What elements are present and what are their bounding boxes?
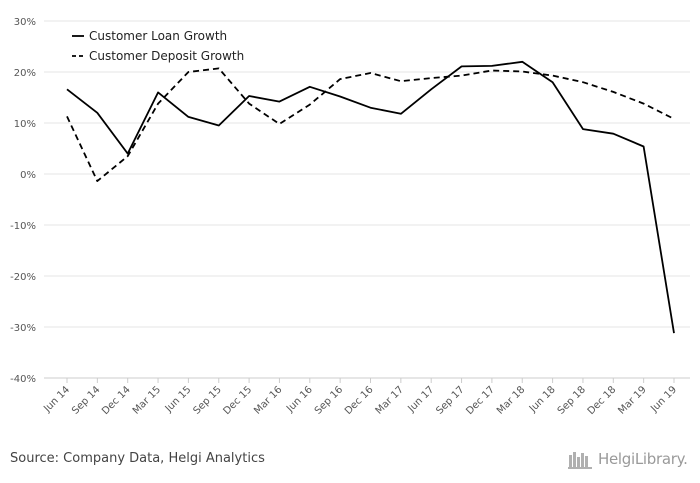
- x-tick-label: Mar 15: [131, 384, 163, 416]
- grid-lines: [44, 20, 690, 379]
- x-tick-label: Jun 14: [41, 384, 72, 415]
- loan-growth-line: [66, 60, 675, 334]
- x-tick-label: Dec 15: [222, 384, 255, 417]
- x-tick-label: Jun 18: [527, 384, 558, 415]
- y-tick-label: -20%: [10, 272, 36, 283]
- x-tick-label: Jun 17: [406, 384, 437, 415]
- y-tick-label: -40%: [10, 374, 36, 385]
- y-tick-label: 30%: [14, 17, 36, 28]
- deposit-growth-line: [66, 67, 675, 183]
- y-tick-label: -10%: [10, 221, 36, 232]
- source-note: Source: Company Data, Helgi Analytics: [10, 451, 265, 466]
- library-icon: [568, 452, 592, 469]
- x-tick-label: Sep 15: [192, 384, 224, 416]
- y-tick-label: -30%: [10, 323, 36, 334]
- x-tick-label: Dec 16: [343, 384, 376, 417]
- x-tick-label: Jun 15: [163, 384, 194, 415]
- x-tick-label: Mar 16: [252, 384, 284, 416]
- x-tick-label: Dec 17: [464, 384, 497, 417]
- x-tick-label: Mar 17: [374, 384, 406, 416]
- y-tick-label: 20%: [14, 68, 36, 79]
- x-tick-label: Jun 19: [648, 384, 679, 415]
- x-tick-label: Dec 14: [100, 384, 133, 417]
- legend-label: Customer Loan Growth: [89, 29, 227, 43]
- logo-text: HelgiLibrary.: [598, 450, 688, 468]
- y-tick-label: 10%: [14, 119, 36, 130]
- x-tick-label: Sep 14: [70, 384, 102, 416]
- x-tick-label: Jun 16: [284, 384, 315, 415]
- helgi-library-logo: HelgiLibrary.: [568, 448, 688, 470]
- y-axis-ticks: 30% 20% 10% 0% -10% -20% -30% -40%: [10, 17, 36, 385]
- legend-label: Customer Deposit Growth: [89, 49, 244, 63]
- series-lines: [66, 60, 675, 334]
- y-tick-label: 0%: [20, 170, 36, 181]
- legend: Customer Loan Growth Customer Deposit Gro…: [72, 29, 244, 63]
- x-tick-label: Sep 18: [556, 384, 588, 416]
- x-tick-label: Mar 19: [616, 384, 648, 416]
- x-tick-label: Sep 16: [313, 384, 345, 416]
- x-tick-label: Sep 17: [434, 384, 466, 416]
- x-tick-label: Mar 18: [495, 384, 527, 416]
- x-tick-label: Dec 18: [586, 384, 619, 417]
